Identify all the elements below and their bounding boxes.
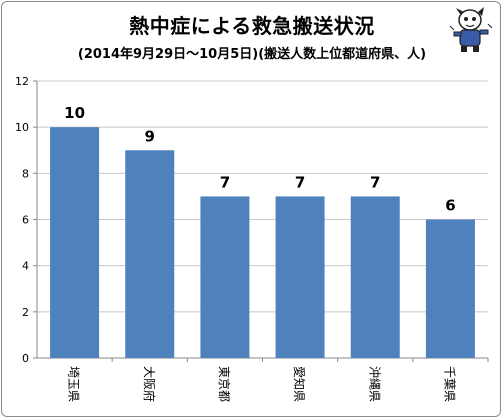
- bar: [350, 196, 400, 358]
- y-tick-label: 6: [22, 214, 29, 227]
- chart-subtitle: (2014年9月29日～10月5日)(搬送人数上位都道府県、人): [77, 47, 427, 62]
- y-tick-label: 2: [22, 306, 29, 319]
- x-tick-label: 千葉県: [442, 366, 456, 402]
- y-tick-label: 8: [22, 167, 29, 180]
- x-tick-label: 大阪府: [142, 366, 157, 402]
- x-tick-label: 東京都: [217, 366, 231, 402]
- bar: [125, 150, 175, 358]
- bar: [50, 127, 100, 359]
- chart-title: 熱中症による救急搬送状況: [129, 14, 375, 38]
- data-label: 7: [220, 173, 230, 191]
- data-label: 10: [64, 104, 85, 122]
- y-tick-label: 10: [15, 121, 29, 134]
- x-tick-label: 埼玉県: [67, 366, 81, 402]
- bar: [200, 196, 250, 358]
- bar: [275, 196, 325, 358]
- data-label: 9: [145, 127, 155, 145]
- cartoon-mascot-icon: [448, 6, 494, 58]
- data-label: 7: [370, 173, 380, 191]
- y-tick-label: 4: [22, 260, 29, 273]
- data-label: 6: [445, 197, 455, 215]
- data-label: 7: [295, 173, 305, 191]
- y-tick-label: 0: [22, 352, 29, 365]
- x-tick-label: 沖縄県: [367, 366, 382, 402]
- y-tick-label: 12: [15, 75, 29, 88]
- bar: [425, 219, 475, 358]
- x-tick-label: 愛知県: [292, 366, 306, 402]
